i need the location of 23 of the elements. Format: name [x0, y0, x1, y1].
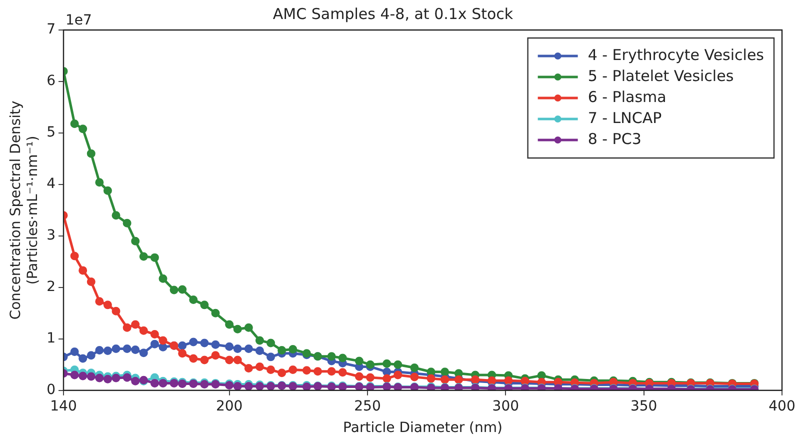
- y-tick-label: 5: [46, 124, 56, 141]
- x-tick-label: 350: [630, 398, 658, 414]
- text: 1e7: [66, 12, 92, 29]
- y-tick-label: 3: [46, 228, 56, 244]
- x-tick-label: 400: [768, 398, 796, 414]
- x-tick-label: 250: [354, 398, 381, 414]
- legend-label: 5 - Platelet Vesicles: [588, 66, 734, 85]
- legend-label: 4 - Erythrocyte Vesicles: [588, 46, 764, 64]
- y-tick-label: 6: [46, 73, 56, 90]
- legend-label: 6 - Plasma: [588, 88, 666, 106]
- y-tick-label: 2: [46, 279, 56, 296]
- y-tick-label: 1: [46, 330, 56, 347]
- x-tick-label: 200: [216, 398, 243, 414]
- legend-label: 7 - LNCAP: [588, 108, 662, 127]
- chart-title: AMC Samples 4-8, at 0.1x Stock: [272, 4, 514, 23]
- x-axis-title: Particle Diameter (nm): [343, 420, 502, 436]
- x-tick-label: 300: [492, 398, 520, 414]
- legend-label: 8 - PC3: [588, 130, 642, 148]
- x-tick-label: 140: [50, 398, 77, 414]
- y-tick-label: 0: [46, 382, 56, 398]
- y-tick-label: 4: [46, 176, 56, 192]
- y-axis-title: Concentration Spectral Density (Particles·mL⁻¹·nm⁻¹): [8, 100, 41, 320]
- y-tick-label: 7: [46, 22, 56, 38]
